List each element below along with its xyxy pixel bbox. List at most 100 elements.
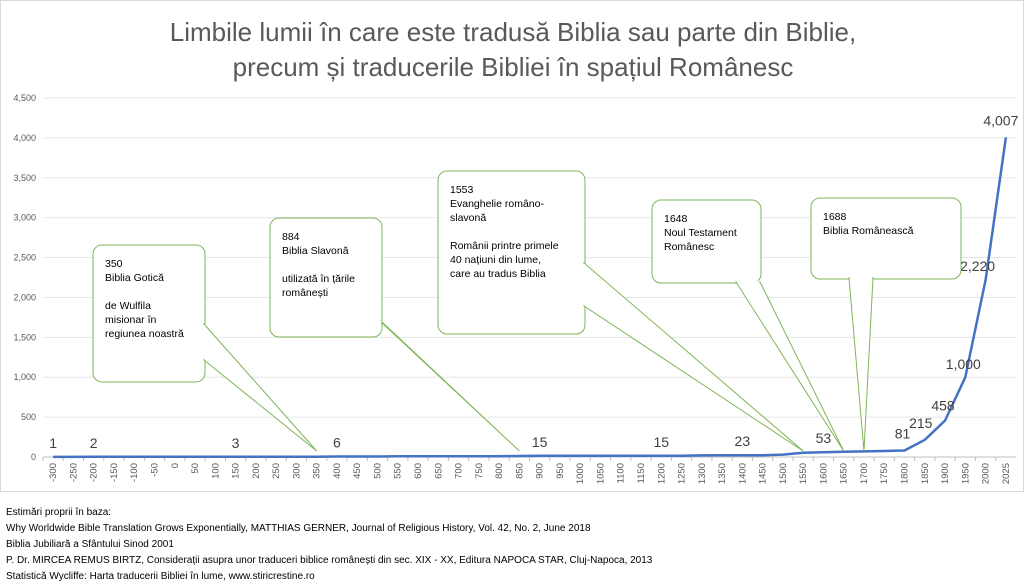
x-tick-label: 1150 xyxy=(636,463,647,483)
callout-gotica: 350 Biblia Gotică de Wulfila misionar în reg… xyxy=(92,244,318,452)
x-tick-label: 550 xyxy=(393,463,404,479)
x-tick-label: 850 xyxy=(514,463,525,479)
callout-pointer xyxy=(848,277,874,452)
chart-title-line-0: Limbile lumii în care este tradusă Bibli… xyxy=(170,17,856,47)
footer-line-2: Biblia Jubiliară a Sfântului Sinod 2001 xyxy=(6,539,174,550)
x-tick-label: 1350 xyxy=(717,463,728,484)
x-tick-label: 1000 xyxy=(575,463,586,484)
x-tick-label: 750 xyxy=(474,463,485,479)
x-tick-label: 200 xyxy=(251,463,262,479)
x-tick-label: 500 xyxy=(372,463,383,479)
chart-frame: Limbile lumii în care este tradusă Bibli… xyxy=(0,0,1024,492)
footer-sources: Estimări proprii în baza: Why Worldwide … xyxy=(6,505,652,585)
x-tick-label: 50 xyxy=(190,463,201,474)
x-tick-label: 250 xyxy=(271,463,282,479)
callout-text-line: 1648 xyxy=(664,213,688,225)
x-tick-label: 0 xyxy=(170,463,181,468)
callout-text-line: de Wulfila xyxy=(105,300,151,312)
chart-title-line-1: precum și traducerile Bibliei în spațiul… xyxy=(233,52,794,82)
x-tick-label: 650 xyxy=(433,463,444,479)
callout-text-line: 350 xyxy=(105,258,123,270)
x-tick-label: -300 xyxy=(48,463,59,482)
data-label: 2 xyxy=(90,435,98,451)
x-tick-label: 1550 xyxy=(798,463,809,484)
footer-line-1: Why Worldwide Bible Translation Grows Ex… xyxy=(6,523,591,534)
x-tick-label: 400 xyxy=(332,463,343,479)
callout-biblia-romaneasca: 1688 Biblia Românească xyxy=(810,197,962,452)
callout-box xyxy=(269,217,383,338)
bible-translations-chart: Limbile lumii în care este tradusă Bibli… xyxy=(13,17,1018,484)
y-tick-label: 4,500 xyxy=(13,93,36,103)
x-tick-label: 1800 xyxy=(900,463,911,484)
callout-text-line: utilizată în țările xyxy=(282,273,355,285)
y-tick-label: 4,000 xyxy=(13,133,36,143)
data-label: 6 xyxy=(333,435,341,451)
y-tick-label: 0 xyxy=(31,452,36,462)
x-tick-label: -50 xyxy=(149,463,160,477)
x-tick-label: 1500 xyxy=(778,463,789,484)
callout-slavona: 884 Biblia Slavonă utilizată în țările româ… xyxy=(269,217,520,452)
x-tick-label: 900 xyxy=(535,463,546,479)
data-label: 215 xyxy=(909,415,933,431)
x-tick-label: 1300 xyxy=(697,463,708,484)
callout-text-line: 884 xyxy=(282,231,300,243)
callout-box xyxy=(92,244,206,383)
footer-line-0: Estimări proprii în baza: xyxy=(6,507,112,518)
callout-box xyxy=(810,197,962,280)
x-tick-label: 350 xyxy=(312,463,323,479)
data-label: 15 xyxy=(532,434,548,450)
callout-text-line: Românesc xyxy=(664,241,714,253)
x-tick-label: 1750 xyxy=(879,463,890,484)
x-tick-label: 150 xyxy=(231,463,242,479)
footer-line-3: P. Dr. MIRCEA REMUS BIRTZ, Considerații … xyxy=(6,555,653,566)
callout-text-line: Biblia Românească xyxy=(823,225,914,237)
callout-pointer xyxy=(735,281,845,452)
x-tick-label: 100 xyxy=(210,463,221,479)
data-label: 1 xyxy=(49,435,57,451)
callout-text-line: regiunea noastră xyxy=(105,328,184,340)
callout-text-line: Evanghelie româno- xyxy=(450,198,544,210)
x-tick-label: 1600 xyxy=(818,463,829,484)
x-tick-label: 1900 xyxy=(940,463,951,484)
x-tick-label: -100 xyxy=(129,463,140,482)
callout-text-line: misionar în xyxy=(105,314,157,326)
callout-pointer xyxy=(583,261,804,452)
x-tick-label: 1200 xyxy=(656,463,667,484)
data-label: 15 xyxy=(653,434,669,450)
x-tick-label: 1100 xyxy=(616,463,627,483)
y-tick-label: 1,500 xyxy=(13,332,36,342)
callout-text-line: Biblia Gotică xyxy=(105,272,164,284)
callout-text-line: Noul Testament xyxy=(664,227,737,239)
data-label: 3 xyxy=(232,435,240,451)
x-tick-label: 600 xyxy=(413,463,424,479)
x-tick-label: 700 xyxy=(454,463,465,479)
callout-pointer xyxy=(380,319,520,452)
x-tick-label: 2000 xyxy=(981,463,992,484)
data-label: 23 xyxy=(735,433,751,449)
y-tick-label: 3,500 xyxy=(13,173,36,183)
callout-text-line: care au tradus Biblia xyxy=(450,268,546,280)
x-tick-label: 800 xyxy=(494,463,505,479)
callout-box xyxy=(437,170,586,335)
callout-text-line: slavonă xyxy=(450,212,486,224)
x-tick-label: 2025 xyxy=(1001,463,1012,484)
callout-text-line: românești xyxy=(282,287,328,299)
y-tick-label: 1,000 xyxy=(13,372,36,382)
callout-evanghelie: 1553 Evanghelie româno-slavonă Românii pri… xyxy=(437,170,804,452)
footer-line-4: Statistică Wycliffe: Harta traducerii Bi… xyxy=(6,571,315,582)
callout-text-line: 1688 xyxy=(823,211,847,223)
x-tick-label: 950 xyxy=(555,463,566,479)
data-label: 2,220 xyxy=(960,258,995,274)
callout-text-line: 40 națiuni din lume, xyxy=(450,254,541,266)
x-tick-label: -250 xyxy=(68,463,79,482)
x-tick-label: 1450 xyxy=(758,463,769,484)
callout-pointer xyxy=(203,322,318,452)
x-tick-label: 1050 xyxy=(595,463,606,484)
x-tick-label: 1850 xyxy=(920,463,931,484)
data-label: 81 xyxy=(895,426,911,442)
y-tick-label: 500 xyxy=(21,412,36,422)
x-tick-label: -200 xyxy=(89,463,100,482)
data-label: 458 xyxy=(931,397,955,413)
callout-text-line: Biblia Slavonă xyxy=(282,245,349,257)
y-tick-label: 3,000 xyxy=(13,213,36,223)
